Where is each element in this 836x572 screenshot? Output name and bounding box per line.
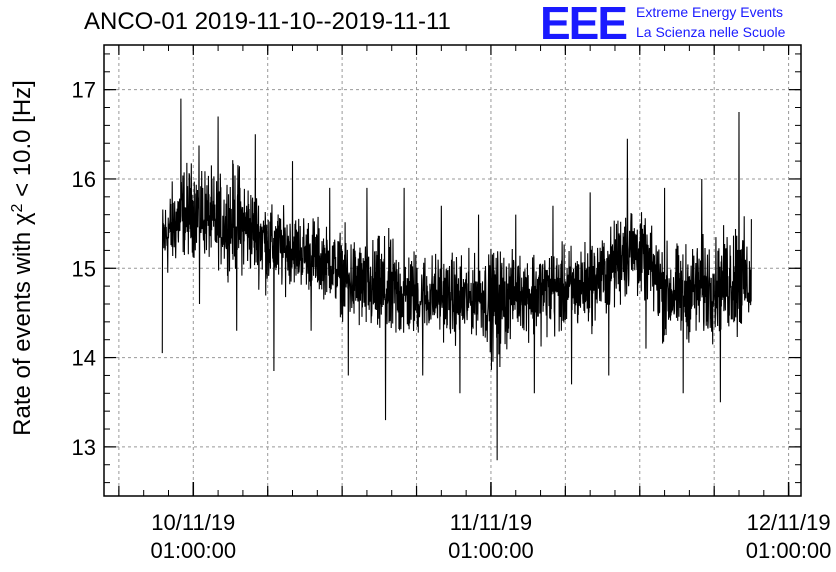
series-group	[161, 98, 752, 461]
rate-series-line	[161, 98, 752, 461]
axis-tick-labels: 13 14 15 16 17 10/11/19 01:00:00 11/11/19 01:00:…	[72, 78, 832, 563]
y-axis-label-suffix: < 10.0 [Hz]	[9, 80, 36, 203]
chart-title: ANCO-01 2019-11-10--2019-11-11	[84, 8, 451, 35]
y-tick-label: 14	[72, 346, 96, 371]
x-tick-label-time: 01:00:00	[448, 538, 534, 563]
x-tick-label-time: 01:00:00	[746, 538, 832, 563]
axis-ticks	[104, 45, 801, 496]
logo-text-line1: Extreme Energy Events	[636, 4, 784, 20]
plot-frame	[103, 44, 802, 497]
y-tick-label: 15	[72, 256, 96, 281]
x-tick-label-time: 01:00:00	[150, 538, 236, 563]
y-tick-label: 17	[72, 78, 96, 103]
y-tick-label: 13	[72, 435, 96, 460]
y-axis-label-sup: 2	[9, 203, 26, 212]
eee-logo: EEE	[540, 0, 628, 49]
x-tick-label-date: 12/11/19	[747, 510, 831, 535]
y-tick-label: 16	[72, 167, 96, 192]
x-tick-label-date: 10/11/19	[151, 510, 235, 535]
x-tick-label-date: 11/11/19	[450, 510, 532, 535]
y-axis-label: Rate of events with χ2 < 10.0 [Hz]	[9, 80, 37, 436]
logo-text-line2: La Scienza nelle Scuole	[636, 24, 786, 40]
y-axis-label-prefix: Rate of events with χ	[9, 212, 36, 436]
